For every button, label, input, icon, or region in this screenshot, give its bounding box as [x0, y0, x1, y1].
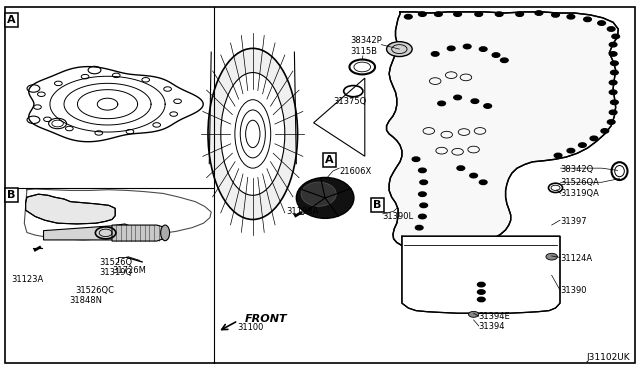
Circle shape: [412, 157, 420, 161]
Circle shape: [598, 21, 605, 25]
Text: A: A: [7, 16, 16, 25]
Circle shape: [457, 166, 465, 170]
Circle shape: [431, 52, 439, 56]
Text: 31100: 31100: [237, 323, 264, 332]
Ellipse shape: [296, 177, 354, 218]
Circle shape: [546, 253, 557, 260]
Circle shape: [419, 168, 426, 173]
Text: 38342P: 38342P: [350, 36, 382, 45]
Circle shape: [447, 46, 455, 51]
Circle shape: [535, 11, 543, 15]
Circle shape: [470, 173, 477, 178]
Text: 31526Q: 31526Q: [99, 258, 132, 267]
Polygon shape: [314, 78, 365, 156]
Ellipse shape: [161, 225, 170, 241]
Circle shape: [387, 42, 412, 57]
Circle shape: [567, 148, 575, 153]
Text: 31375Q: 31375Q: [333, 97, 366, 106]
Text: 38342Q: 38342Q: [560, 165, 593, 174]
Text: FRONT: FRONT: [244, 314, 287, 324]
Circle shape: [415, 225, 423, 230]
Text: 31394E: 31394E: [479, 312, 511, 321]
Circle shape: [419, 192, 426, 196]
Circle shape: [607, 27, 615, 31]
Circle shape: [438, 101, 445, 106]
Circle shape: [479, 180, 487, 185]
Circle shape: [420, 203, 428, 208]
Circle shape: [554, 153, 562, 158]
Circle shape: [468, 311, 479, 317]
Circle shape: [609, 52, 617, 56]
Polygon shape: [402, 236, 560, 313]
Circle shape: [463, 44, 471, 49]
Polygon shape: [26, 194, 115, 224]
Text: 31188A: 31188A: [287, 207, 319, 216]
Ellipse shape: [221, 73, 285, 195]
Circle shape: [477, 290, 485, 294]
Circle shape: [516, 12, 524, 16]
Text: 31390L: 31390L: [383, 212, 414, 221]
Ellipse shape: [208, 48, 298, 219]
Text: B: B: [7, 190, 16, 200]
Text: 31397: 31397: [560, 217, 587, 226]
Circle shape: [609, 80, 617, 85]
Text: 21606X: 21606X: [339, 167, 371, 176]
Circle shape: [419, 12, 426, 16]
Circle shape: [590, 136, 598, 141]
Text: J31102UK: J31102UK: [587, 353, 630, 362]
Circle shape: [484, 104, 492, 108]
Text: 31319QA: 31319QA: [560, 189, 599, 198]
Circle shape: [584, 17, 591, 22]
Circle shape: [609, 42, 617, 47]
Text: 31390: 31390: [560, 286, 586, 295]
Circle shape: [477, 282, 485, 287]
Text: 31319Q: 31319Q: [99, 268, 132, 277]
Ellipse shape: [301, 182, 337, 206]
Text: 31848N: 31848N: [69, 296, 102, 305]
Polygon shape: [44, 224, 134, 240]
Polygon shape: [112, 225, 166, 241]
Circle shape: [612, 34, 620, 39]
Circle shape: [500, 58, 508, 62]
Circle shape: [495, 12, 503, 16]
Polygon shape: [387, 12, 618, 249]
Text: 31124A: 31124A: [560, 254, 592, 263]
Text: 31394: 31394: [479, 322, 505, 331]
Ellipse shape: [548, 183, 563, 193]
Circle shape: [454, 95, 461, 100]
Circle shape: [611, 100, 618, 105]
Circle shape: [579, 143, 586, 147]
Circle shape: [552, 13, 559, 17]
Ellipse shape: [612, 162, 627, 180]
Circle shape: [420, 180, 428, 185]
Circle shape: [419, 214, 426, 219]
Circle shape: [492, 53, 500, 57]
Circle shape: [607, 120, 615, 124]
Circle shape: [567, 15, 575, 19]
Circle shape: [404, 15, 412, 19]
Text: 3115B: 3115B: [350, 47, 377, 56]
Circle shape: [471, 99, 479, 103]
Circle shape: [609, 110, 617, 115]
Circle shape: [454, 12, 461, 16]
Circle shape: [609, 90, 617, 94]
Circle shape: [435, 12, 442, 16]
Circle shape: [477, 297, 485, 302]
Text: A: A: [325, 155, 334, 165]
Text: 31726M: 31726M: [112, 266, 146, 275]
Text: B: B: [373, 200, 382, 209]
Circle shape: [611, 61, 618, 65]
Circle shape: [601, 129, 609, 133]
Circle shape: [475, 12, 483, 16]
Text: 31526QC: 31526QC: [76, 286, 115, 295]
Circle shape: [611, 70, 618, 75]
Text: 31526QA: 31526QA: [560, 178, 599, 187]
Text: 31123A: 31123A: [12, 275, 44, 284]
Circle shape: [479, 47, 487, 51]
